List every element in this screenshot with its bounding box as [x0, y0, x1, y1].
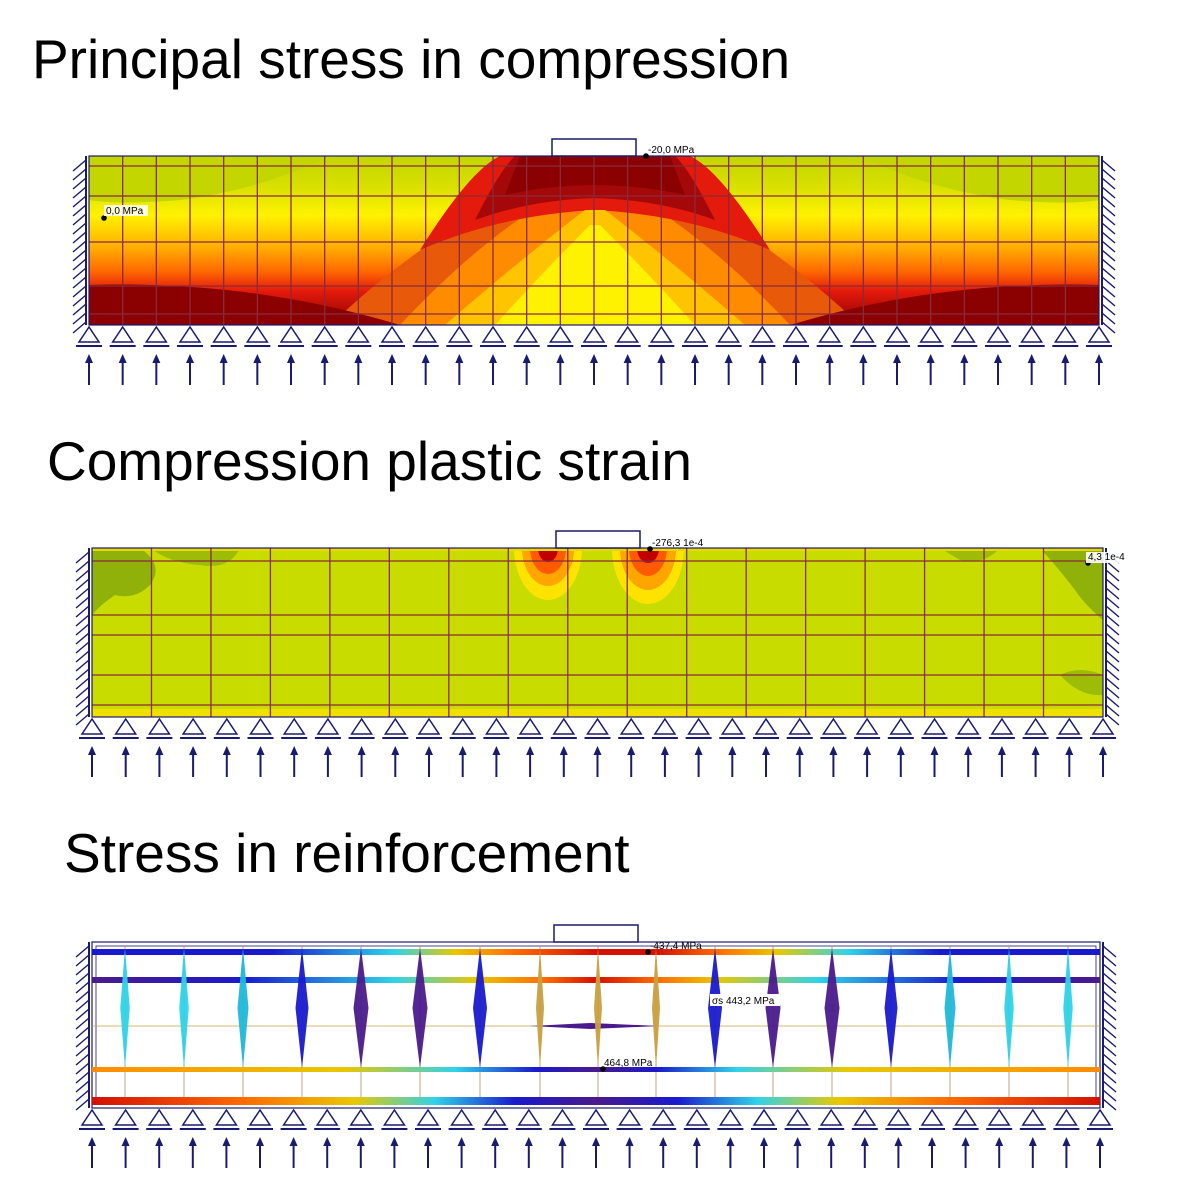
- annotation-bottom-rebar-stress: 464,8 MPa: [604, 1058, 653, 1069]
- reaction-arrows: [85, 354, 1103, 385]
- reinforcement-grid: [89, 156, 1099, 325]
- fixed-support-left: [72, 156, 87, 334]
- annotation-max-stress: -20,0 MPa: [648, 145, 695, 156]
- loading-plate: [551, 138, 637, 157]
- loading-plate: [555, 530, 641, 549]
- panel-title-reinforcement-stress: Stress in reinforcement: [64, 822, 630, 884]
- reinforcement-grid: [92, 548, 1103, 717]
- reinforcement-stress-diagram: -437,4 MPa σs 443,2 MPa 464,8 MPa: [75, 924, 1117, 1168]
- fixed-support-right: [1105, 548, 1120, 726]
- fixed-support-left: [75, 548, 90, 726]
- panel-title-principal-stress: Principal stress in compression: [32, 28, 791, 90]
- max-value-marker: [643, 153, 649, 159]
- bottom-supports: [76, 325, 1112, 347]
- min-value-marker: [101, 215, 107, 221]
- rebar-row-4: [92, 1067, 1100, 1072]
- principal-stress-diagram: -20,0 MPa 0,0 MPa: [72, 138, 1116, 385]
- stirrup-stress-bars: [120, 948, 1073, 1068]
- bottom-supports: [79, 1108, 1113, 1130]
- plastic-strain-diagram: -276,3 1e-4 4,3 1e-4: [75, 530, 1131, 777]
- annotation-min-stress: 0,0 MPa: [106, 206, 144, 217]
- fixed-support-right: [1102, 942, 1117, 1111]
- panel-title-plastic-strain: Compression plastic strain: [47, 430, 692, 492]
- bottom-supports: [79, 717, 1116, 739]
- rebar-value-marker: [600, 1066, 606, 1072]
- max-value-marker: [647, 546, 653, 552]
- rebar-row-3: [530, 1023, 660, 1029]
- reaction-arrows: [88, 1137, 1104, 1168]
- fixed-support-left: [75, 942, 90, 1111]
- reaction-arrows: [88, 746, 1107, 777]
- annotation-min-strain: 4,3 1e-4: [1088, 552, 1125, 563]
- loading-plate: [553, 924, 639, 943]
- annotation-top-rebar-stress: -437,4 MPa: [650, 941, 702, 952]
- annotation-max-strain: -276,3 1e-4: [652, 538, 704, 549]
- rebar-bottom: [92, 1097, 1100, 1105]
- strain-contour: [92, 548, 1103, 717]
- fixed-support-right: [1101, 156, 1116, 334]
- max-value-marker: [645, 949, 651, 955]
- rebar-top: [92, 949, 1100, 955]
- annotation-stirrup-stress: σs 443,2 MPa: [712, 996, 775, 1007]
